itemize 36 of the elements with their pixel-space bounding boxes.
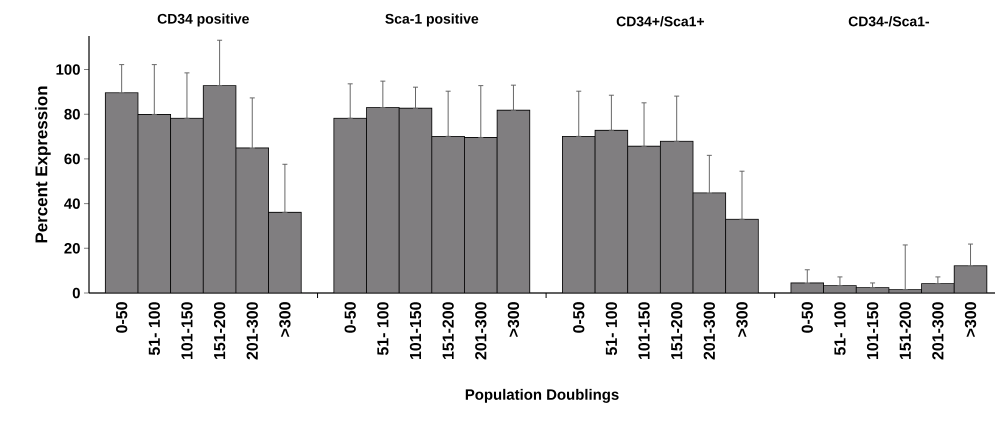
x-tick-label: 151-200	[214, 302, 226, 360]
x-tick-label: 0-50	[344, 302, 356, 333]
x-tick-label: 51- 100	[834, 302, 846, 356]
x-tick-label: >300	[736, 302, 748, 337]
x-tick-label: 101-150	[410, 302, 422, 360]
text: CD34+/Sca1+	[616, 16, 704, 26]
x-tick-label: 0-50	[802, 302, 813, 333]
x-tick-label: 151-200	[900, 302, 911, 360]
x-tick-label: 151-200	[442, 302, 454, 360]
x-tick-label: 201-300	[704, 302, 715, 360]
text: Sca-1 positive	[385, 13, 478, 26]
text: CD34 positive	[158, 13, 249, 26]
y-tick-label: 0	[72, 288, 80, 298]
x-tick-label: 201-300	[932, 302, 944, 360]
x-tick-label: 101-150	[181, 302, 193, 360]
x-tick-label: >300	[508, 302, 520, 337]
x-tick-label: 51- 100	[377, 302, 388, 356]
x-tick-label: 201-300	[246, 302, 258, 360]
text: CD34-/Sca1-	[848, 16, 930, 26]
x-tick-label: >300	[279, 302, 291, 337]
y-axis-title: Percent Expression	[34, 86, 51, 242]
y-tick-label: 100	[56, 64, 80, 75]
x-tick-label: 0-50	[573, 302, 584, 333]
x-tick-label: 51- 100	[606, 302, 618, 356]
y-tick-label: 40	[64, 198, 80, 209]
x-tick-label: 51- 100	[148, 302, 160, 356]
x-tick-label: 101-150	[638, 302, 650, 360]
y-tick-label: 60	[64, 154, 80, 164]
x-tick-label: 0-50	[116, 302, 128, 333]
x-tick-label: >300	[964, 302, 976, 337]
y-tick-label: 20	[64, 243, 80, 254]
y-tick-label: 80	[64, 108, 80, 120]
x-axis-title: Population Doublings	[466, 388, 619, 403]
x-tick-label: 101-150	[866, 302, 878, 360]
x-tick-label: 151-200	[671, 302, 682, 360]
x-tick-label: 201-300	[475, 302, 486, 360]
